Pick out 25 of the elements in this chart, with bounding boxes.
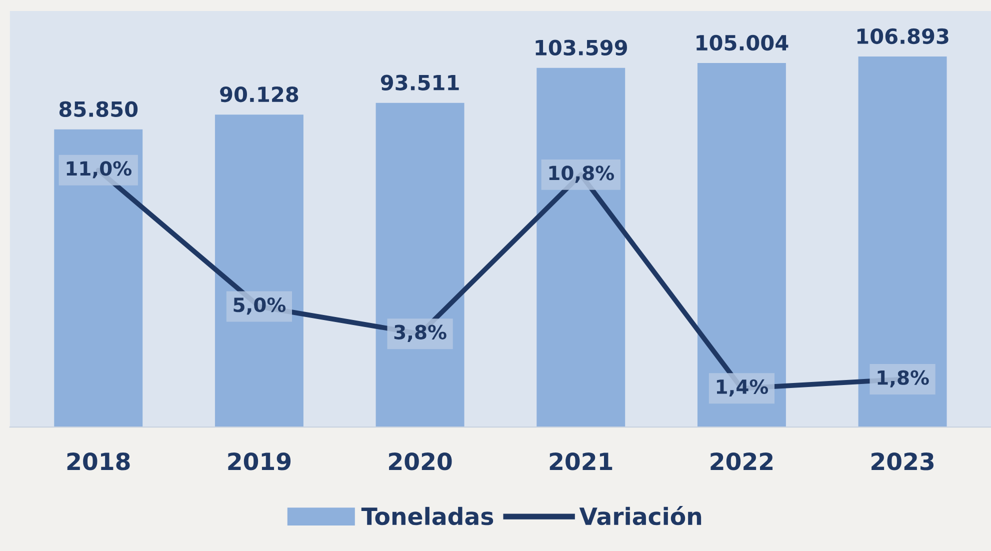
data-label: 5,0%: [234, 297, 286, 315]
x-tick-label: 2023: [872, 452, 934, 470]
data-label: 10,8%: [549, 166, 614, 183]
data-label: 1,4%: [716, 379, 768, 397]
data-label: 3,8%: [394, 324, 446, 342]
data-label: 93.511: [380, 74, 459, 90]
x-tick-label: 2021: [550, 452, 612, 470]
legend-label: Toneladas: [361, 506, 494, 526]
x-tick-label: 2019: [228, 452, 291, 470]
data-label: 11,0%: [66, 161, 132, 178]
data-label: 106.893: [857, 28, 948, 44]
x-tick-label: 2020: [389, 452, 452, 470]
bar: [376, 102, 464, 428]
data-label: 85.850: [59, 101, 138, 118]
legend-label: Variación: [579, 506, 702, 526]
data-label: 90.128: [220, 86, 298, 102]
x-tick-label: 2022: [710, 452, 773, 470]
bar: [858, 56, 947, 428]
bar: [697, 63, 786, 428]
data-label: 105.004: [696, 34, 788, 51]
bar: [536, 68, 626, 428]
bar: [214, 114, 304, 428]
data-label: 103.599: [536, 40, 627, 56]
data-label: 1,8%: [878, 370, 929, 388]
x-tick-label: 2018: [67, 452, 130, 470]
